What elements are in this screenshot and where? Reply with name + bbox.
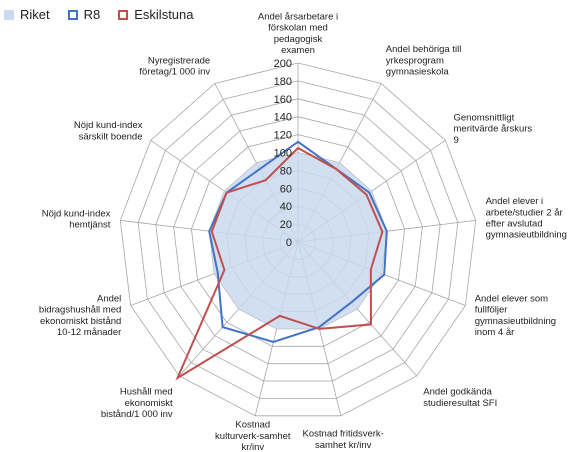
tick-labels: 0 20 40 60 80 100 120 140 160 180 200 [274, 58, 292, 249]
tick-label-40: 40 [280, 201, 292, 213]
category-label-4: Andel elever som fullföljer gymnasieutbild… [475, 293, 556, 338]
legend-swatch-eskilstuna [118, 9, 129, 20]
tick-label-140: 140 [274, 112, 292, 124]
legend-item-riket: Riket [4, 7, 50, 22]
category-labels: Andel årsarbetare i förskolan med pedagogi… [39, 11, 567, 452]
grid-ring-160 [155, 98, 441, 382]
tick-label-100: 100 [274, 148, 292, 160]
grid-ring-200 [119, 62, 477, 417]
category-label-9: Andel bidragshushåll med ekonomiskt bistån… [39, 293, 121, 338]
tick-label-160: 160 [274, 94, 292, 106]
series-riket-area [209, 152, 387, 329]
tick-label-200: 200 [274, 58, 292, 70]
grid-ring-180 [137, 80, 459, 399]
tick-label-180: 180 [274, 76, 292, 88]
category-label-7: Kostnad kulturverk-samhet kr/inv [215, 420, 291, 452]
category-label-11: Nöjd kund-index särskilt boende [74, 120, 143, 142]
category-label-2: Genomsnittligt meritvärde årskurs 9 [454, 112, 533, 145]
tick-label-20: 20 [280, 219, 292, 231]
category-label-6: Kostnad fritidsverk-samhet kr/inv [303, 429, 384, 451]
legend-label-eskilstuna: Eskilstuna [134, 7, 194, 22]
tick-label-120: 120 [274, 130, 292, 142]
category-label-12: Nyregistrerade företag/1 000 inv [139, 55, 210, 77]
legend-label-riket: Riket [20, 7, 50, 22]
series-eskilstuna-line [175, 146, 384, 381]
tick-label-0: 0 [286, 237, 292, 249]
category-label-0: Andel årsarbetare i förskolan med pedagogi… [258, 11, 338, 56]
category-label-3: Andel elever i arbete/studier 2 år efter a… [486, 196, 567, 241]
legend-item-r8: R8 [67, 7, 101, 22]
category-label-1: Andel behöriga till yrkesprogram gymnasies… [386, 44, 462, 77]
legend-label-r8: R8 [83, 7, 101, 22]
legend-item-eskilstuna: Eskilstuna [118, 7, 194, 22]
legend-swatch-riket [4, 9, 14, 20]
category-label-5: Andel godkända studieresultat SFI [423, 387, 497, 409]
tick-label-80: 80 [280, 165, 292, 177]
legend: Riket R8 Eskilstuna [4, 7, 212, 22]
legend-swatch-r8 [67, 9, 78, 20]
category-label-8: Hushåll med ekonomiskt bistånd/1 000 inv [101, 387, 173, 420]
category-label-10: Nöjd kund-index hemtjänst [42, 208, 111, 230]
grid-ring-140 [173, 116, 423, 365]
tick-label-60: 60 [280, 183, 292, 195]
grid-ring-120 [190, 134, 406, 347]
